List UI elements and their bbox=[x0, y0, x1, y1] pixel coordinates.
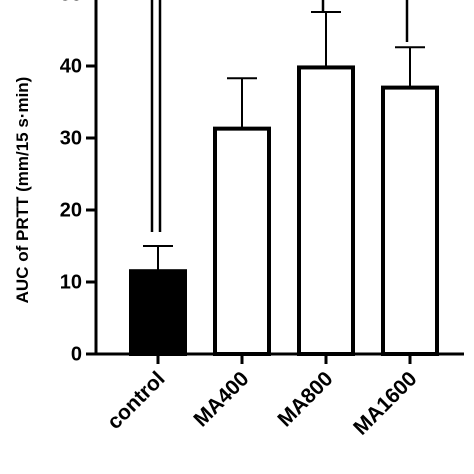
y-tick-label: 40 bbox=[60, 55, 82, 77]
bar bbox=[213, 126, 271, 356]
bar bbox=[297, 65, 355, 356]
x-tick-label: MA800 bbox=[273, 367, 337, 431]
significance-lines bbox=[150, 0, 409, 232]
y-tick-label: 30 bbox=[60, 127, 82, 149]
bar bbox=[381, 85, 439, 356]
y-tick-label: 20 bbox=[60, 199, 82, 221]
x-tick-label: MA1600 bbox=[349, 367, 421, 439]
y-axis-label: AUC of PRTT (mm/15 s·min) bbox=[13, 77, 32, 304]
y-tick-label: 0 bbox=[71, 343, 82, 365]
y-tick-label: 50 bbox=[60, 0, 82, 5]
bar bbox=[129, 269, 187, 357]
x-tick-label: MA400 bbox=[189, 367, 253, 431]
y-tick-label: 10 bbox=[60, 271, 82, 293]
x-tick-label: control bbox=[103, 367, 170, 434]
